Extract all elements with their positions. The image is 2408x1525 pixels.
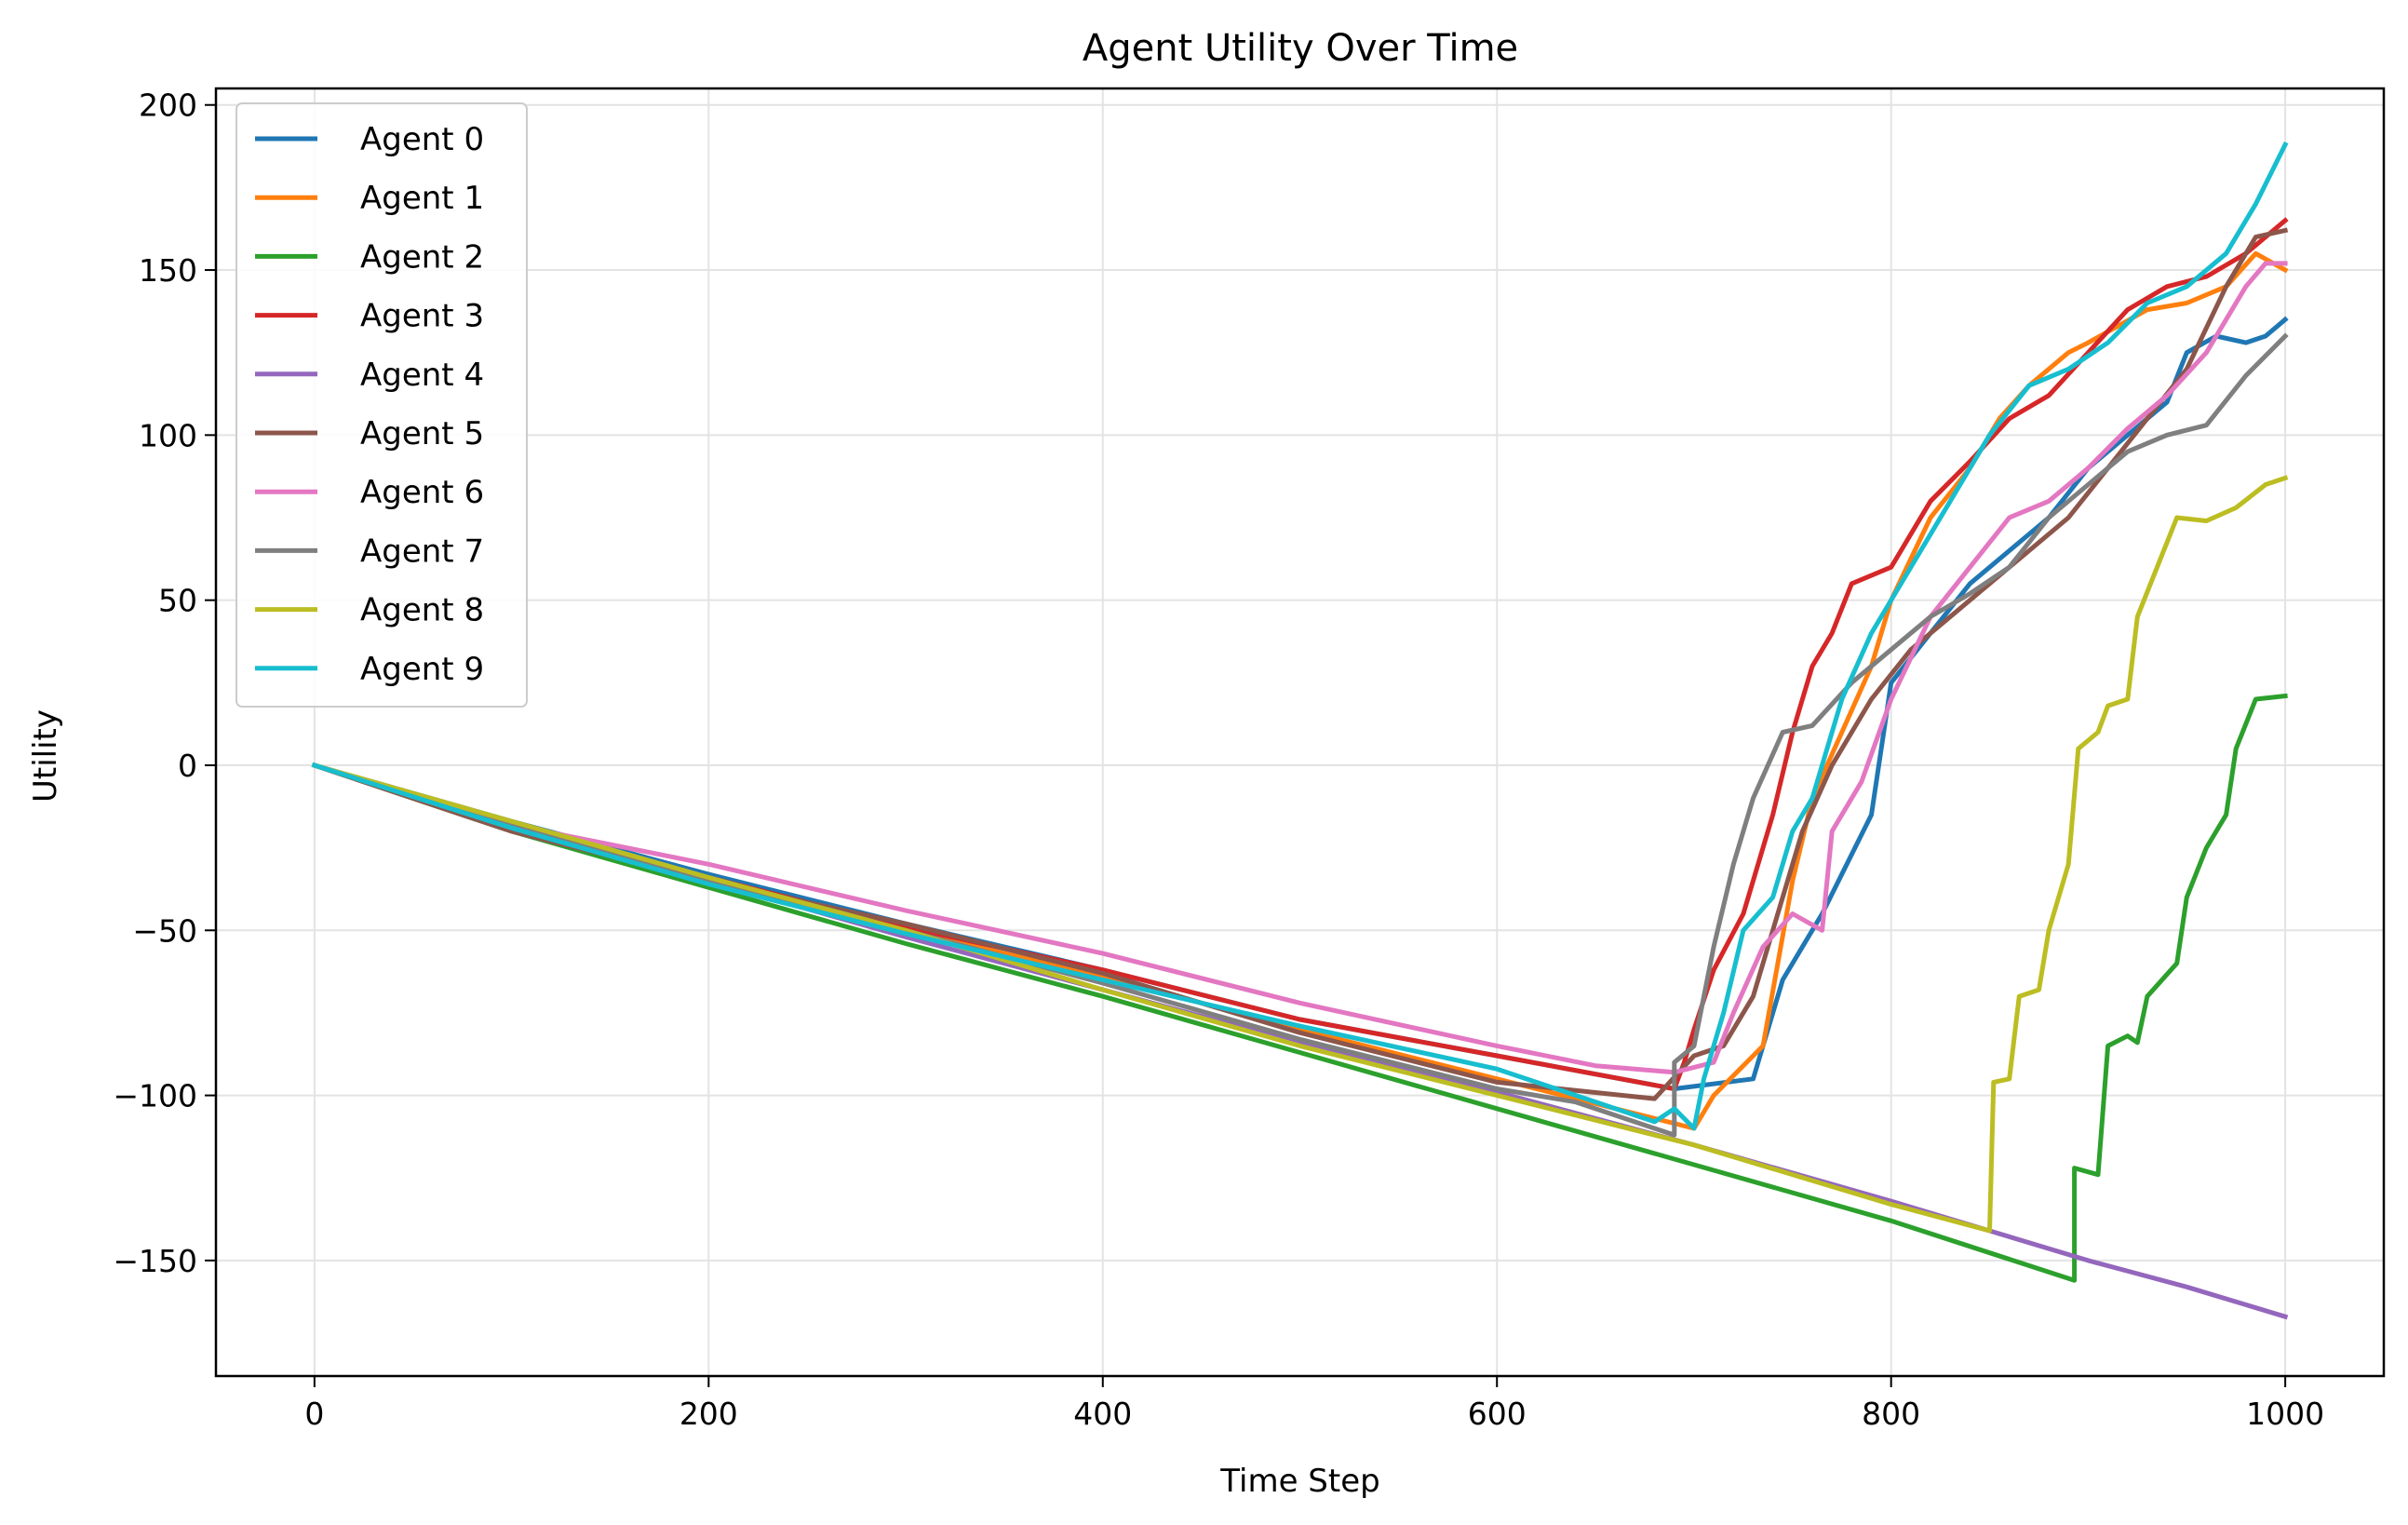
- grid: [216, 88, 2384, 1376]
- plot-frame: [214, 87, 2386, 1378]
- series-line-agent-3: [311, 217, 2289, 1091]
- legend-label: Agent 8: [360, 592, 484, 629]
- series-line-agent-5: [311, 227, 2289, 1101]
- x-tick-label: 600: [1468, 1396, 1527, 1432]
- x-tick-label: 0: [304, 1396, 324, 1432]
- legend-label: Agent 6: [360, 474, 484, 511]
- y-tick-label: 0: [178, 748, 197, 784]
- x-axis-label: Time Step: [1219, 1463, 1379, 1500]
- legend-label: Agent 0: [360, 121, 484, 158]
- series-line-agent-7: [311, 332, 2289, 1138]
- x-tick-label: 1000: [2246, 1396, 2324, 1432]
- x-tick-label: 200: [679, 1396, 738, 1432]
- legend-label: Agent 4: [360, 357, 484, 394]
- y-tick-label: −50: [132, 912, 197, 949]
- y-tick-label: 50: [158, 583, 197, 619]
- y-tick-label: 150: [139, 252, 197, 289]
- series-line-agent-8: [311, 475, 2289, 1234]
- x-tick-label: 400: [1073, 1396, 1132, 1432]
- y-tick-label: 200: [139, 88, 197, 124]
- series-line-agent-2: [311, 693, 2288, 1283]
- y-tick-label: 100: [139, 417, 197, 453]
- series-line-agent-9: [311, 141, 2289, 1131]
- legend-label: Agent 1: [360, 180, 484, 217]
- legend-label: Agent 7: [360, 533, 484, 570]
- y-tick-label: −100: [113, 1078, 197, 1114]
- legend-label: Agent 9: [360, 651, 484, 688]
- axes: 0 200 400 600 800 1000 −150 −100 −50 0 50 100 150 200: [113, 87, 2386, 1432]
- legend-label: Agent 3: [360, 298, 484, 335]
- y-tick-label: −150: [113, 1243, 197, 1279]
- x-tick-label: 800: [1862, 1396, 1920, 1432]
- legend-label: Agent 2: [360, 238, 484, 276]
- chart-title: Agent Utility Over Time: [1083, 27, 1518, 70]
- legend: Agent 0 Agent 1 Agent 2 Agent 3 Agent 4 Agent…: [235, 102, 528, 708]
- series-line-agent-6: [311, 261, 2288, 1075]
- y-axis-label: Utility: [27, 709, 64, 803]
- series-layer: [311, 141, 2289, 1320]
- legend-label: Agent 5: [360, 415, 484, 452]
